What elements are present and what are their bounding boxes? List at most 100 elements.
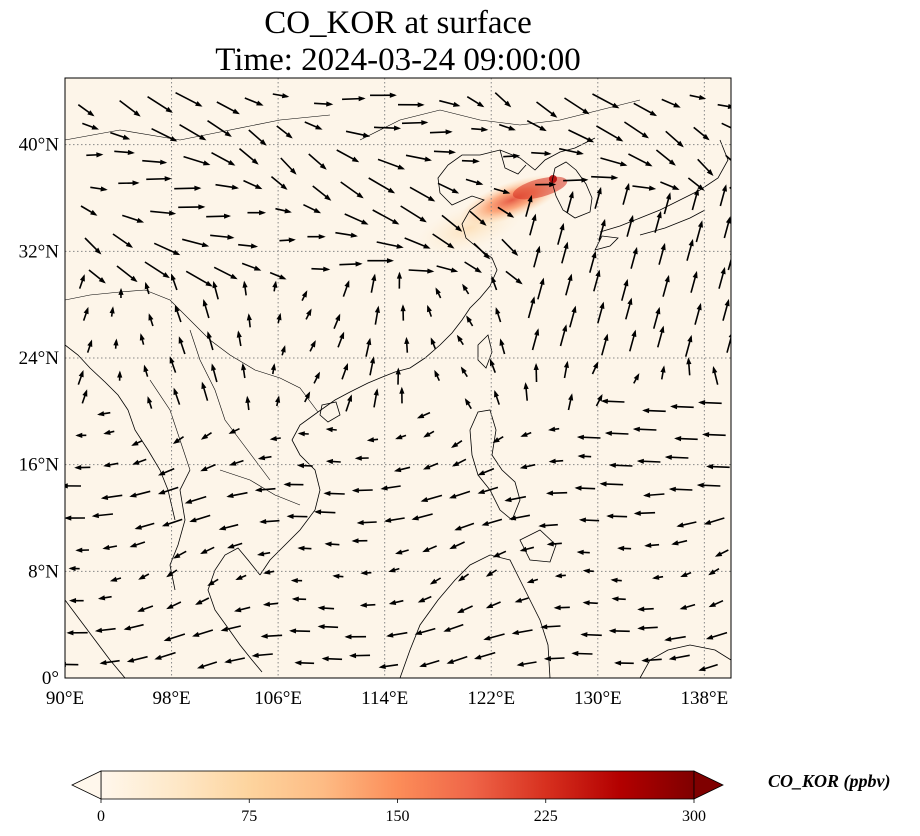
wind-arrow-head [195,101,203,107]
map-area[interactable] [59,77,748,679]
wind-arrow-head [79,274,85,282]
wind-arrow-head [218,525,227,531]
wind-arrow-head [617,545,625,551]
wind-arrow-head [516,661,524,667]
wind-arrow-head [519,464,528,470]
wind-arrow-head [511,629,520,636]
wind-arrow-head [126,657,135,663]
wind-arrow-head [520,431,528,437]
wind-arrow-head [289,628,297,634]
wind-arrow-head [492,552,501,558]
wind-arrow-head [477,489,486,494]
y-tick-label: 8°N [28,561,59,582]
wind-arrow-head [109,576,118,582]
wind-arrow-head [686,357,692,365]
wind-arrow-head [567,273,573,282]
wind-arrow-head [325,427,333,433]
wind-arrow-head [297,431,305,437]
wind-arrow-head [205,280,213,287]
colorbar-extend-min [71,770,102,800]
wind-arrow-head [103,462,111,468]
wind-arrow-head [314,509,322,515]
wind-arrow-head [123,625,132,631]
wind-arrow-head [200,548,208,555]
wind-arrow-head [393,125,402,131]
wind-arrow-head [563,241,569,250]
wind-arrow-head [386,258,394,264]
wind-arrow-head [708,601,717,608]
wind-arrow-head [533,362,539,371]
wind-arrow-head [103,429,111,435]
wind-arrow-head [144,281,150,290]
wind-arrow-head [396,271,403,279]
wind-arrow-head [720,266,726,275]
wind-arrow-head [286,513,294,519]
wind-arrow-head [157,489,166,495]
wind-arrow-head [132,180,140,186]
wind-arrow-head [553,605,561,611]
wind-arrow-head [335,313,341,322]
wind-arrow-head [148,313,154,321]
wind-arrow-head [741,195,748,201]
wind-arrow-head [319,163,327,170]
wind-arrow-head [474,654,482,660]
wind-arrow-head [576,434,584,440]
wind-arrow-head [539,277,545,286]
wind-arrow-head [318,234,326,240]
wind-arrow-head [102,544,110,550]
wind-arrow-head [445,129,453,135]
wind-arrow-head [98,277,106,284]
wind-arrow-head [166,571,174,578]
wind-arrow-head [323,490,331,497]
colorbar-label: CO_KOR (ppbv) [768,771,891,791]
wind-arrow-head [698,666,706,672]
wind-arrow-head [395,367,401,375]
wind-arrow-head [676,140,684,148]
wind-arrow-head [637,625,645,631]
wind-arrow-head [568,190,574,199]
wind-arrow-head [652,574,660,580]
wind-arrow-head [168,210,177,216]
wind-arrow-head [475,180,484,186]
wind-arrow-head [174,304,180,313]
wind-arrow-head [599,481,607,487]
wind-arrow-head [582,600,590,606]
wind-arrow-head [732,126,739,131]
wind-arrow-head [393,467,402,473]
wind-arrow-head [435,287,441,295]
wind-arrow-head [702,133,710,141]
wind-arrow-head [696,302,702,311]
wind-arrow-head [427,304,432,313]
wind-arrow-head [424,156,432,162]
wind-arrow-head [571,650,579,657]
wind-arrow-head [127,149,135,156]
wind-arrow-head [65,483,68,489]
wind-arrow-head [284,208,292,214]
colorbar-tick-label: 75 [241,808,257,825]
y-tick-label: 40°N [19,135,60,156]
wind-arrow-head [257,455,266,461]
wind-arrow-head [477,470,486,476]
x-tick-label: 98°E [152,688,190,709]
wind-arrow-head [224,658,232,664]
wind-arrow-head [235,574,243,581]
wind-arrow-head [161,521,170,527]
wind-arrow-head [526,578,535,584]
wind-arrow-head [90,209,98,216]
wind-arrow-head [456,334,463,343]
wind-arrow-head [224,130,232,137]
wind-arrow-head [133,110,141,117]
wind-arrow-head [633,510,641,516]
wind-arrow-head [628,214,634,223]
wind-arrow-head [285,132,293,139]
wind-arrow-head [388,567,396,573]
wind-arrow-head [173,552,181,559]
wind-arrow-head [137,606,145,612]
wind-arrow-head [664,274,670,283]
wind-arrow-head [539,125,547,132]
wind-arrow-head [531,213,537,222]
wind-arrow-head [485,603,494,609]
wind-arrow-head [680,572,688,578]
wind-arrow-head [543,655,551,662]
